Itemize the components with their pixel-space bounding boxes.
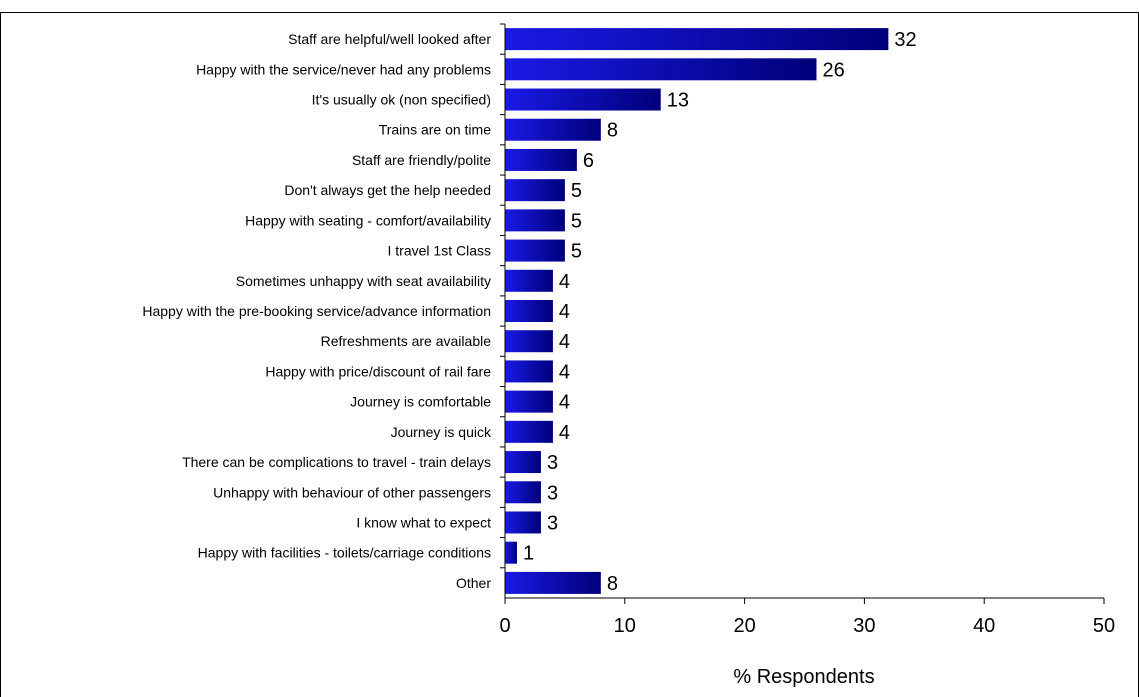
category-label: Trains are on time	[379, 122, 492, 138]
bar	[505, 88, 661, 111]
bar	[505, 571, 601, 594]
bar	[505, 209, 565, 232]
value-label: 8	[607, 120, 618, 142]
bar	[505, 300, 553, 322]
category-label: Sometimes unhappy with seat availability	[236, 273, 491, 289]
value-label: 5	[571, 180, 582, 202]
x-tick-label: 30	[853, 615, 875, 637]
value-label: 4	[559, 271, 570, 293]
x-axis-title: % Respondents	[733, 666, 874, 688]
x-tick-label: 0	[499, 615, 510, 637]
category-label: Staff are helpful/well looked after	[288, 31, 491, 47]
bar	[505, 481, 541, 504]
value-label: 32	[894, 29, 916, 51]
chart-border	[0, 12, 1139, 697]
category-label: Other	[456, 575, 491, 591]
bar	[505, 269, 553, 292]
value-label: 4	[559, 422, 570, 444]
category-label: Happy with the pre-booking service/advan…	[142, 303, 491, 319]
category-label: Happy with seating - comfort/availabilit…	[245, 212, 491, 228]
value-label: 4	[559, 392, 570, 414]
value-label: 6	[583, 150, 594, 172]
x-tick-label: 10	[614, 615, 636, 637]
bar	[505, 118, 601, 141]
bar	[505, 390, 553, 413]
bar	[505, 420, 553, 443]
bar	[505, 28, 889, 51]
bar	[505, 58, 817, 81]
bar	[505, 179, 565, 202]
category-label: I know what to expect	[356, 514, 491, 530]
category-label: Happy with the service/never had any pro…	[196, 61, 491, 77]
category-label: Happy with price/discount of rail fare	[265, 363, 491, 379]
category-label: Journey is comfortable	[350, 394, 491, 410]
value-label: 5	[571, 210, 582, 232]
category-label: Happy with facilities - toilets/carriage…	[198, 545, 491, 561]
bar	[505, 451, 541, 474]
bar	[505, 239, 565, 262]
bar	[505, 148, 577, 171]
value-label: 4	[559, 361, 570, 383]
category-label: Refreshments are available	[321, 333, 492, 349]
value-label: 4	[559, 331, 570, 353]
category-label: I travel 1st Class	[388, 243, 491, 259]
x-tick-label: 40	[973, 615, 995, 637]
category-label: Staff are friendly/polite	[352, 152, 491, 168]
value-label: 4	[559, 301, 570, 323]
category-label: There can be complications to travel - t…	[182, 454, 491, 470]
bar	[505, 360, 553, 383]
value-label: 3	[547, 482, 558, 504]
value-label: 1	[523, 543, 534, 565]
value-label: 8	[607, 573, 618, 595]
category-label: It's usually ok (non specified)	[312, 92, 491, 108]
value-label: 26	[822, 59, 844, 81]
axes-layer	[504, 24, 1104, 599]
bar	[505, 511, 541, 534]
value-label: 3	[547, 452, 558, 474]
x-tick-label: 20	[733, 615, 755, 637]
bar	[505, 330, 553, 353]
category-label: Journey is quick	[391, 424, 492, 440]
value-label: 3	[547, 512, 558, 534]
value-label: 13	[667, 90, 689, 112]
category-label: Unhappy with behaviour of other passenge…	[213, 484, 491, 500]
x-tick-label: 50	[1093, 615, 1115, 637]
x-ticks-layer: 0 10 20 30 40 50	[499, 598, 1115, 637]
value-label: 5	[571, 241, 582, 263]
bars-layer: Staff are helpful/well looked after 32 Hap…	[142, 23, 917, 595]
bar	[505, 541, 517, 564]
category-label: Don't always get the help needed	[284, 182, 491, 198]
